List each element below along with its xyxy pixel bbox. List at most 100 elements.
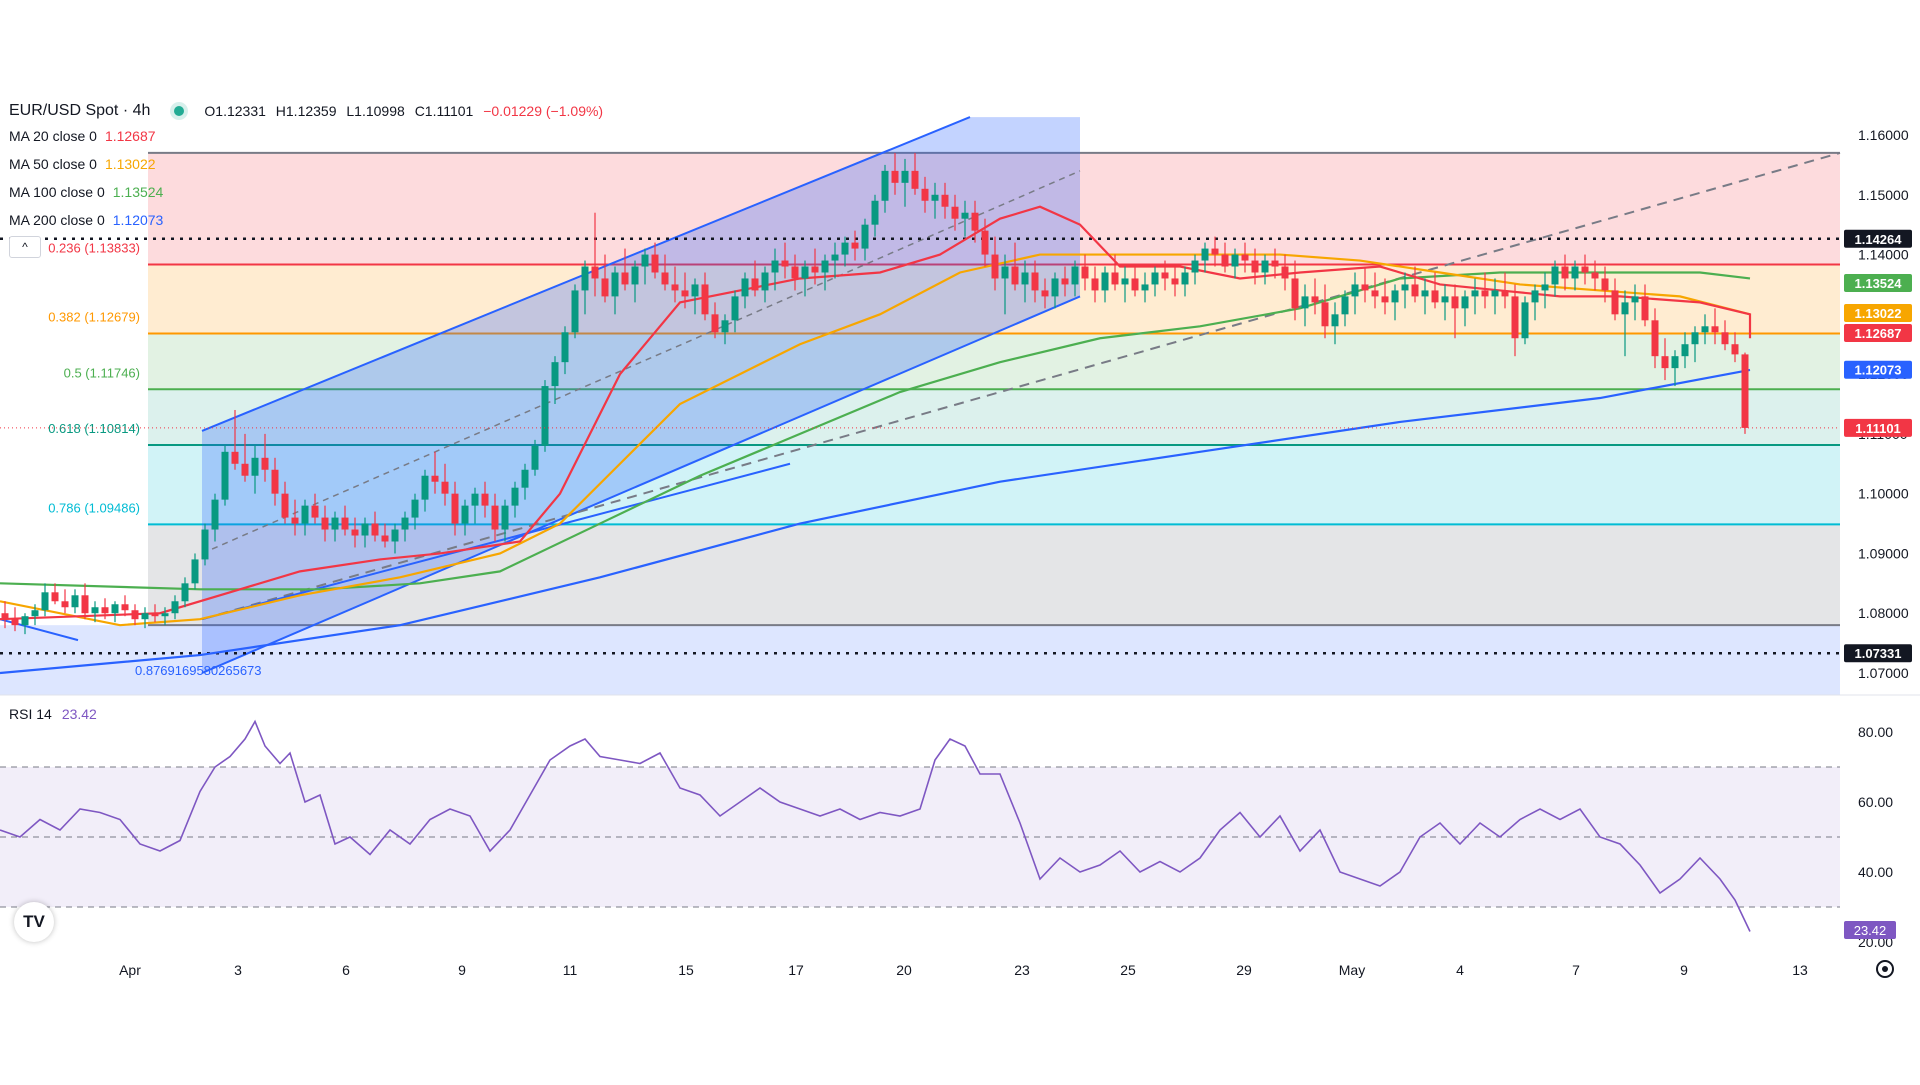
ma200-legend[interactable]: MA 200 close 0 1.12073 bbox=[9, 206, 609, 234]
candle-body bbox=[1561, 266, 1569, 279]
time-axis-label: 3 bbox=[234, 962, 242, 978]
candle-body bbox=[631, 266, 639, 285]
settings-icon[interactable] bbox=[1876, 960, 1894, 978]
candle-body bbox=[881, 170, 889, 201]
candle-body bbox=[941, 194, 949, 207]
price-badge-label: 1.12073 bbox=[1855, 363, 1902, 378]
candle-body bbox=[1211, 248, 1219, 255]
candle-body bbox=[1331, 314, 1339, 327]
ma50-value: 1.13022 bbox=[104, 156, 156, 172]
candle-body bbox=[821, 260, 829, 273]
candle-body bbox=[1371, 290, 1379, 297]
candle-body bbox=[221, 451, 229, 500]
candle-body bbox=[1401, 284, 1409, 291]
candle-body bbox=[401, 517, 409, 530]
candle-body bbox=[1711, 326, 1719, 333]
candle-body bbox=[1481, 290, 1489, 297]
candle-body bbox=[701, 284, 709, 315]
candle-body bbox=[1411, 284, 1419, 297]
price-badge-label: 1.07331 bbox=[1855, 646, 1902, 661]
rsi-tick-label: 80.00 bbox=[1858, 724, 1893, 740]
ma50-legend[interactable]: MA 50 close 0 1.13022 bbox=[9, 150, 609, 178]
time-axis-label: 13 bbox=[1792, 962, 1808, 978]
ma100-line bbox=[0, 271, 1751, 591]
time-axis-label: 29 bbox=[1236, 962, 1252, 978]
candle-body bbox=[1571, 266, 1579, 279]
candle-body bbox=[641, 254, 649, 267]
trend-short-line bbox=[201, 462, 791, 621]
candle-body bbox=[1731, 344, 1739, 355]
candle-body bbox=[211, 499, 219, 530]
candle-body bbox=[951, 206, 959, 219]
time-axis-label: May bbox=[1339, 962, 1365, 978]
channel-fill bbox=[202, 117, 1080, 674]
candle-body bbox=[531, 445, 539, 470]
candle-body bbox=[1281, 266, 1289, 279]
candle-body bbox=[1081, 266, 1089, 279]
candle-body bbox=[1741, 354, 1749, 428]
candle-body bbox=[1671, 356, 1679, 369]
candle-body bbox=[921, 188, 929, 201]
ma20-legend[interactable]: MA 20 close 0 1.12687 bbox=[9, 122, 609, 150]
candle-body bbox=[61, 601, 69, 608]
symbol-title[interactable]: EUR/USD Spot · 4h bbox=[9, 102, 151, 119]
candle-body bbox=[231, 451, 239, 464]
candle-body bbox=[571, 290, 579, 333]
channel-lower-line bbox=[201, 295, 1081, 674]
candle-body bbox=[651, 254, 659, 273]
candle-body bbox=[671, 284, 679, 291]
candle-body bbox=[871, 200, 879, 225]
candle-body bbox=[961, 212, 969, 219]
candle-body bbox=[141, 613, 149, 620]
ma100-value: 1.13524 bbox=[112, 184, 164, 200]
ma20-value: 1.12687 bbox=[104, 128, 156, 144]
price-badge-label: 1.11101 bbox=[1855, 421, 1901, 436]
candle-body bbox=[1041, 290, 1049, 297]
candle-body bbox=[1621, 302, 1629, 315]
candle-body bbox=[381, 535, 389, 542]
ma100-legend[interactable]: MA 100 close 0 1.13524 bbox=[9, 178, 609, 206]
candle-body bbox=[661, 272, 669, 285]
tradingview-logo-icon[interactable]: TV bbox=[14, 902, 54, 942]
rsi-legend[interactable]: RSI 14 23.42 bbox=[9, 706, 97, 722]
price-badge bbox=[1844, 418, 1912, 437]
rsi-tick-label: 40.00 bbox=[1858, 864, 1893, 880]
candle-body bbox=[391, 529, 399, 542]
candle-body bbox=[1361, 284, 1369, 291]
fib-level-label: 0.382 (1.12679) bbox=[48, 310, 140, 325]
candle-body bbox=[1311, 296, 1319, 303]
candle-body bbox=[931, 194, 939, 201]
candle-body bbox=[491, 505, 499, 530]
fib-zone bbox=[148, 445, 1840, 525]
candle-body bbox=[1001, 266, 1009, 279]
candle-body bbox=[201, 529, 209, 560]
collapse-legend-button[interactable]: ^ bbox=[9, 236, 41, 258]
candle-body bbox=[1131, 278, 1139, 291]
price-tick-label: 1.14000 bbox=[1858, 247, 1909, 263]
candle-body bbox=[521, 469, 529, 488]
candle-body bbox=[851, 242, 859, 249]
candle-body bbox=[1071, 266, 1079, 285]
candle-body bbox=[761, 272, 769, 291]
candle-body bbox=[371, 523, 379, 536]
low-value: L1.10998 bbox=[346, 103, 405, 119]
candle-body bbox=[441, 481, 449, 494]
candle-body bbox=[831, 254, 839, 261]
candle-body bbox=[991, 254, 999, 279]
ma50-label: MA 50 close 0 bbox=[9, 156, 97, 172]
price-badge-label: 1.13524 bbox=[1855, 276, 1903, 291]
high-value: H1.12359 bbox=[275, 103, 337, 119]
candle-body bbox=[1421, 290, 1429, 297]
ma200-value: 1.12073 bbox=[112, 212, 164, 228]
candle-body bbox=[1591, 272, 1599, 279]
candle-body bbox=[1461, 296, 1469, 309]
fib-ratio-label: 0.8769169580265673 bbox=[135, 663, 262, 678]
ma50-line bbox=[0, 253, 1751, 627]
candle-body bbox=[511, 487, 519, 506]
symbol-row[interactable]: EUR/USD Spot · 4h O1.12331 H1.12359 L1.1… bbox=[9, 100, 609, 122]
candle-body bbox=[1611, 290, 1619, 315]
candle-body bbox=[861, 224, 869, 249]
time-axis-label: 6 bbox=[342, 962, 350, 978]
